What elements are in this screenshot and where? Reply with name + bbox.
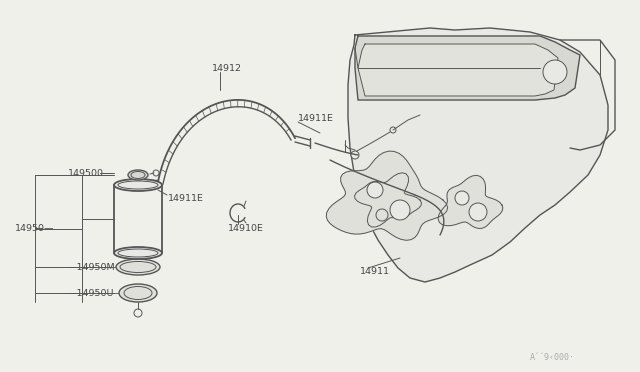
Ellipse shape [128,170,148,180]
Polygon shape [438,175,503,228]
Circle shape [390,200,410,220]
Polygon shape [358,44,558,96]
Circle shape [469,203,487,221]
Circle shape [543,60,567,84]
Text: 14912: 14912 [212,64,242,73]
Text: 14950—: 14950— [15,224,54,232]
Text: 14911E: 14911E [298,113,334,122]
Text: 14910E: 14910E [228,224,264,232]
Polygon shape [326,151,447,240]
Circle shape [455,191,469,205]
Ellipse shape [114,247,162,259]
Text: —14950U—: —14950U— [68,289,124,298]
Circle shape [351,151,359,159]
Text: —14950M—: —14950M— [68,263,125,272]
Text: 149500—: 149500— [68,169,113,177]
Text: 14911: 14911 [360,267,390,276]
Polygon shape [355,36,580,100]
Text: 14911E: 14911E [168,193,204,202]
Circle shape [390,127,396,133]
Polygon shape [348,28,608,282]
Circle shape [367,182,383,198]
Ellipse shape [116,259,160,275]
Text: A´´9‹000·: A´´9‹000· [530,353,575,362]
Ellipse shape [114,179,162,191]
Ellipse shape [119,284,157,302]
